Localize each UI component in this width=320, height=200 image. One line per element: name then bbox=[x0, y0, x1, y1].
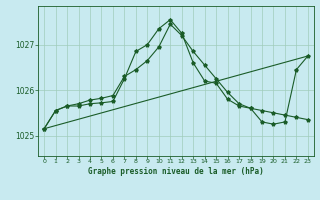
X-axis label: Graphe pression niveau de la mer (hPa): Graphe pression niveau de la mer (hPa) bbox=[88, 167, 264, 176]
